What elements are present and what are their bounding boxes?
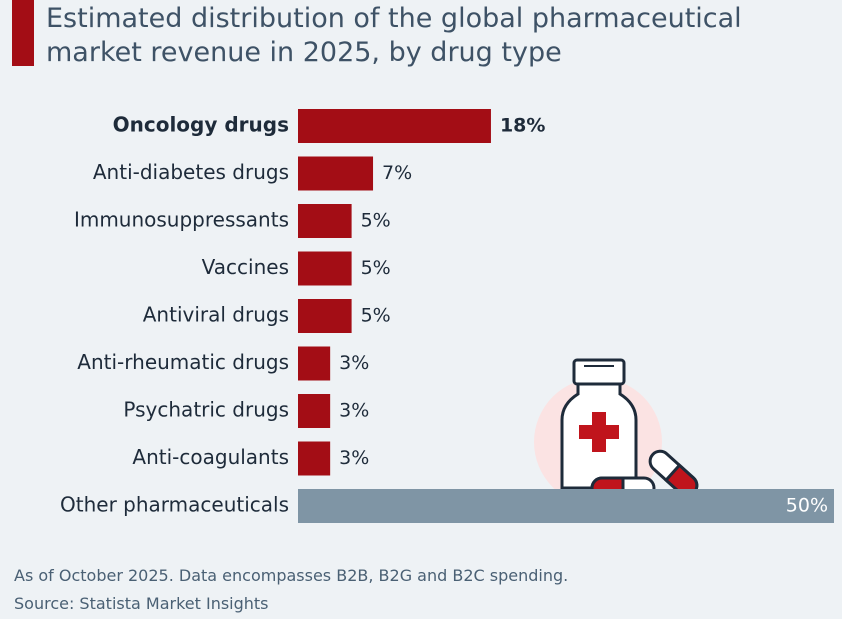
value-label: 18% [500,115,545,137]
value-label: 5% [361,210,391,232]
value-label: 3% [339,352,369,374]
category-label: Antiviral drugs [143,303,289,327]
bar [298,109,491,143]
bar [298,394,331,428]
note: As of October 2025. Data encompasses B2B… [14,566,569,585]
value-label: 3% [339,400,369,422]
category-label: Anti-diabetes drugs [93,160,289,184]
bar [298,251,352,286]
title-accent [12,0,34,66]
category-label: Vaccines [202,255,289,279]
value-label: 3% [339,447,369,469]
category-label: Psychatric drugs [123,398,289,422]
category-label: Oncology drugs [113,113,289,137]
chart-title: Estimated distribution of the global pha… [46,3,742,68]
bar [298,204,352,238]
bar [298,156,374,191]
category-label: Other pharmaceuticals [60,493,289,517]
bar [298,489,834,523]
source: Source: Statista Market Insights [14,594,269,613]
category-label: Anti-rheumatic drugs [77,350,289,374]
category-label: Anti-coagulants [132,445,289,469]
value-label: 7% [382,162,412,184]
category-label: Immunosuppressants [74,208,289,232]
value-label: 50% [786,495,828,517]
value-label: 5% [361,305,391,327]
bar [298,441,331,476]
bar [298,346,331,381]
bar [298,299,352,333]
illustration [534,358,699,506]
value-label: 5% [361,257,391,279]
